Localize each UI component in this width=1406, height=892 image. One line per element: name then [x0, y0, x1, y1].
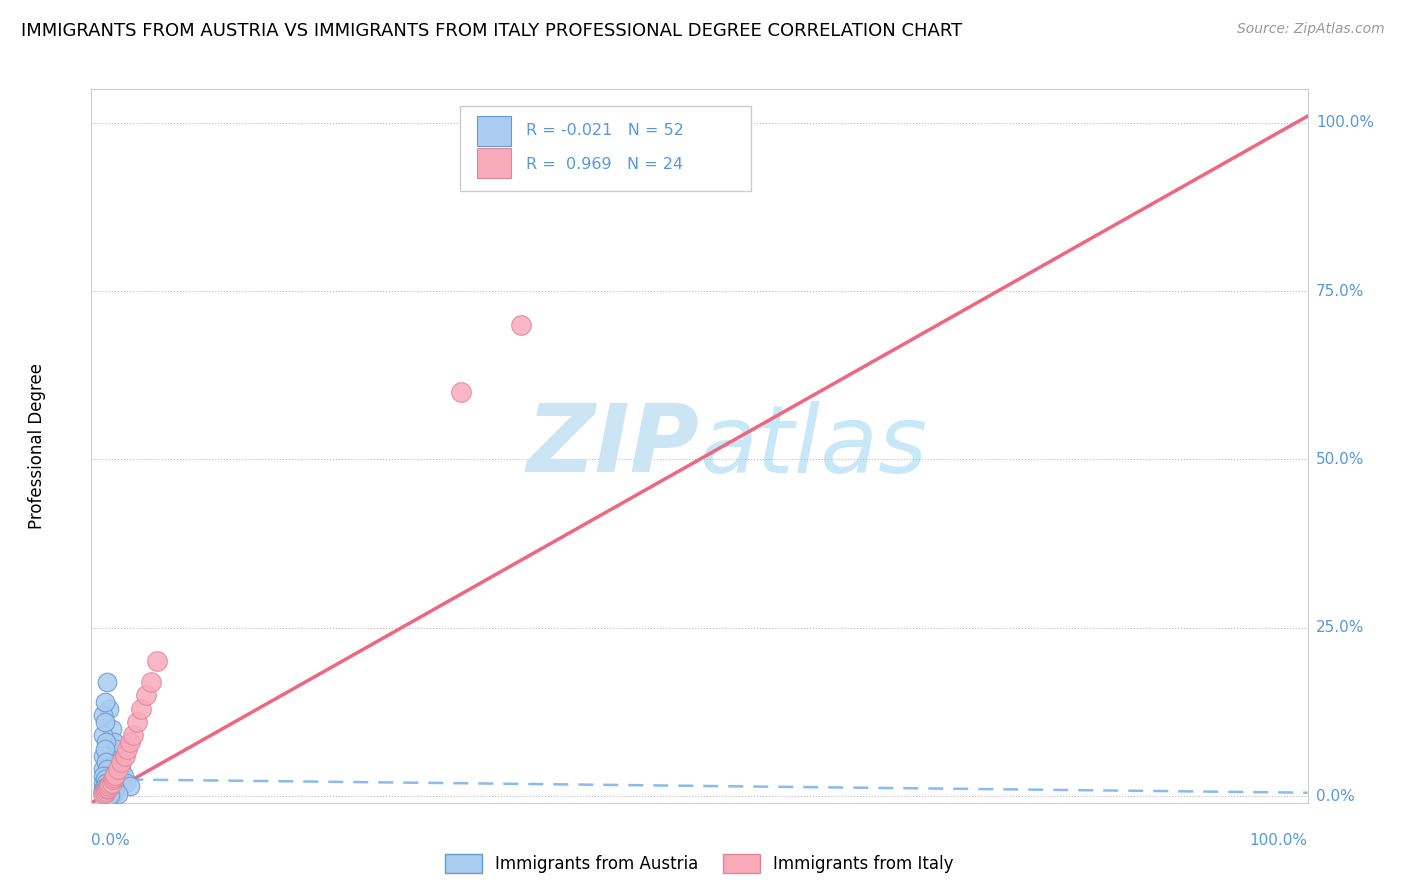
Point [101, 779, 124, 793]
Point [91, 769, 114, 783]
Point [98, 701, 121, 715]
Point [100, 769, 122, 783]
Point [93, 786, 115, 800]
Point [100, 775, 122, 789]
Point [96, 782, 118, 797]
Point [97, 769, 120, 783]
Text: IMMIGRANTS FROM AUSTRIA VS IMMIGRANTS FROM ITALY PROFESSIONAL DEGREE CORRELATION: IMMIGRANTS FROM AUSTRIA VS IMMIGRANTS FR… [21, 22, 962, 40]
Point [107, 787, 129, 801]
Text: R = -0.021   N = 52: R = -0.021 N = 52 [526, 123, 683, 138]
Bar [477, 116, 510, 146]
Point [131, 701, 153, 715]
Point [98, 779, 121, 793]
Point [104, 782, 127, 797]
Point [93, 785, 115, 799]
Text: 100.0%: 100.0% [1250, 833, 1308, 848]
Point [103, 770, 125, 784]
Point [96, 748, 118, 763]
Point [118, 735, 141, 749]
Point [96, 779, 118, 793]
Point [91, 787, 114, 801]
Point [100, 789, 122, 803]
Text: 100.0%: 100.0% [1316, 115, 1374, 130]
Point [91, 729, 114, 743]
Point [98, 783, 121, 797]
Point [101, 775, 124, 789]
Point [98, 772, 121, 787]
Point [94, 786, 117, 800]
Point [96, 762, 118, 776]
Point [135, 688, 157, 702]
Point [110, 762, 132, 776]
Point [114, 748, 136, 763]
Text: 25.0%: 25.0% [1316, 620, 1364, 635]
Point [108, 756, 131, 770]
Point [93, 695, 115, 709]
Point [107, 762, 129, 776]
Point [93, 772, 115, 787]
Text: 0.0%: 0.0% [91, 833, 131, 848]
Point [103, 786, 125, 800]
Point [97, 780, 120, 795]
Text: Source: ZipAtlas.com: Source: ZipAtlas.com [1237, 22, 1385, 37]
Legend: Immigrants from Austria, Immigrants from Italy: Immigrants from Austria, Immigrants from… [439, 847, 960, 880]
Point [110, 756, 132, 770]
Text: atlas: atlas [699, 401, 928, 491]
Point [96, 787, 118, 801]
Text: 50.0%: 50.0% [1316, 452, 1364, 467]
Point [450, 385, 472, 400]
Point [100, 722, 122, 736]
Point [100, 775, 122, 789]
Text: 75.0%: 75.0% [1316, 284, 1364, 299]
Point [105, 742, 128, 756]
Point [94, 735, 117, 749]
Point [91, 775, 114, 789]
Point [115, 775, 138, 789]
Text: ZIP: ZIP [527, 400, 699, 492]
Point [94, 756, 117, 770]
Text: Professional Degree: Professional Degree [28, 363, 45, 529]
Point [91, 786, 114, 800]
Point [97, 782, 120, 797]
Point [118, 779, 141, 793]
Point [93, 714, 115, 729]
Point [139, 674, 162, 689]
Point [93, 742, 115, 756]
Point [104, 767, 127, 781]
Point [91, 782, 114, 797]
Point [100, 777, 122, 791]
Point [146, 655, 169, 669]
Point [100, 785, 122, 799]
Point [94, 786, 117, 800]
Point [93, 783, 115, 797]
Point [96, 787, 118, 801]
Point [98, 788, 121, 802]
Point [101, 772, 124, 787]
Text: R =  0.969   N = 24: R = 0.969 N = 24 [526, 157, 683, 171]
Point [98, 762, 121, 776]
Point [103, 735, 125, 749]
Point [94, 775, 117, 789]
Text: 0.0%: 0.0% [1316, 789, 1354, 804]
Point [94, 784, 117, 798]
Point [91, 762, 114, 776]
Point [91, 708, 114, 723]
Point [96, 674, 118, 689]
Point [115, 742, 138, 756]
Bar [477, 148, 510, 178]
Point [97, 788, 120, 802]
Point [91, 748, 114, 763]
Point [122, 729, 145, 743]
FancyBboxPatch shape [460, 105, 751, 191]
Point [112, 769, 135, 783]
Point [91, 783, 114, 797]
Point [125, 714, 148, 729]
Point [509, 318, 531, 332]
Point [97, 756, 120, 770]
